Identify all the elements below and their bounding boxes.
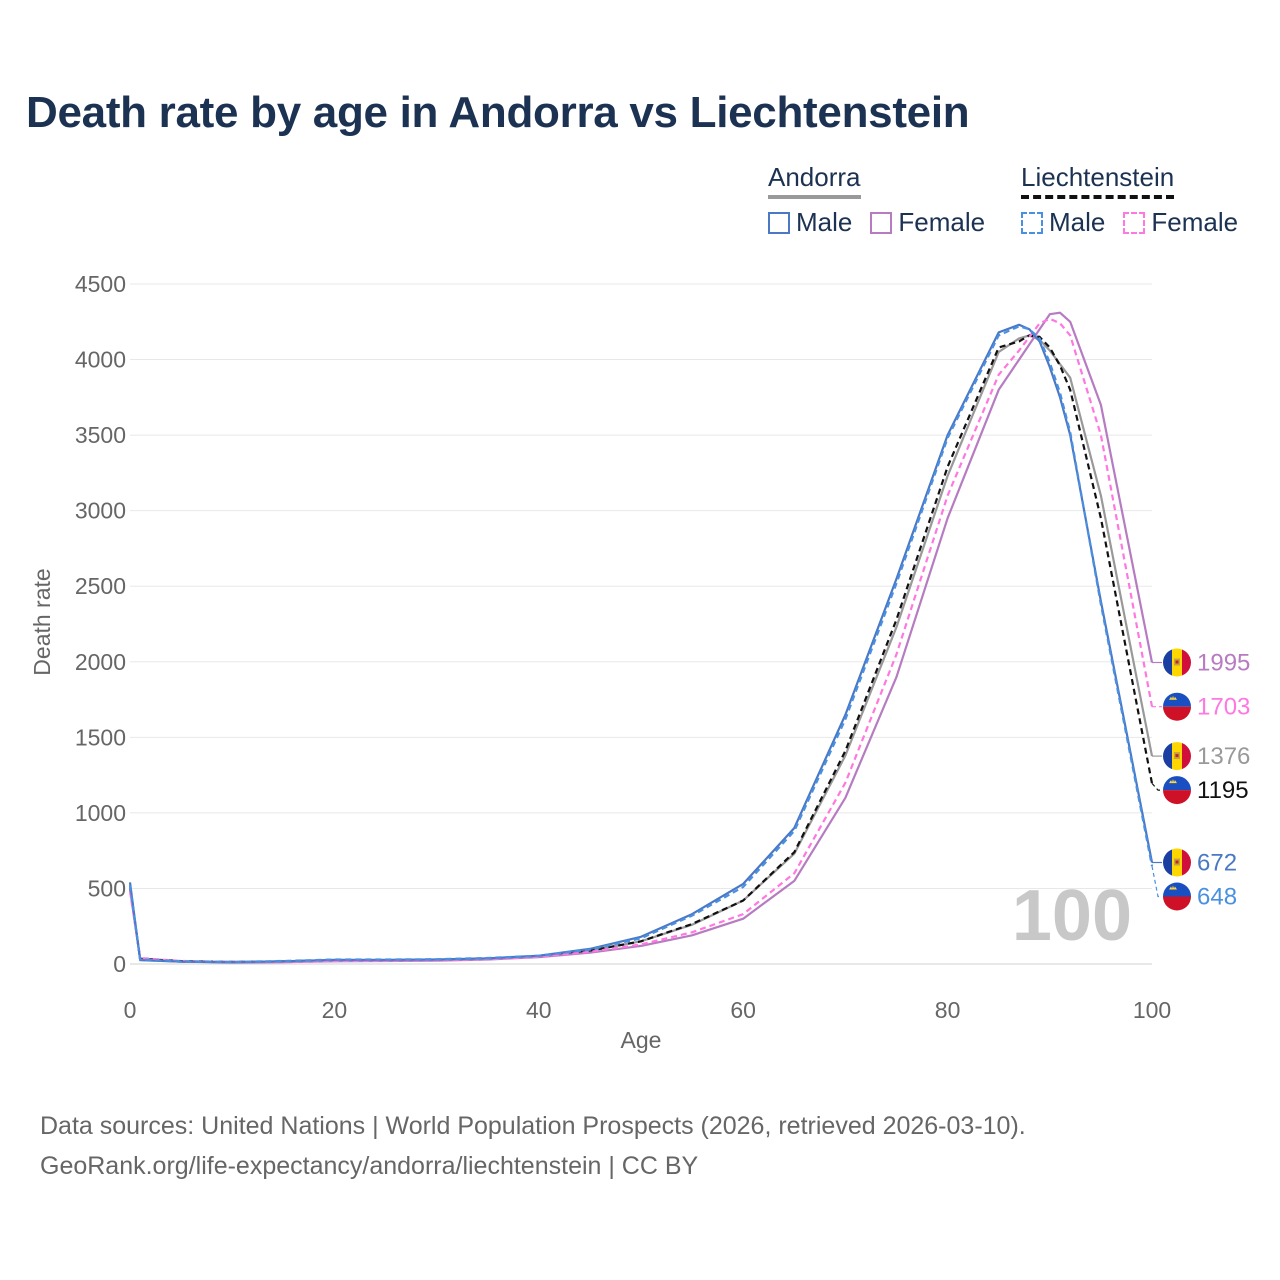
- axes: 0 500 1000 1500 2000 2500 3000 3500 4000 4500 0 20 4…: [75, 271, 1171, 1023]
- y-tick-0: 0: [113, 951, 126, 977]
- line-andorra-male: [128, 323, 1154, 964]
- footer-link[interactable]: GeoRank.org/life-expectancy/andorra/liec…: [40, 1152, 699, 1180]
- end-labels: 1995 1703 1376 1195 672 648: [1151, 648, 1250, 912]
- death-rate-chart: 0 500 1000 1500 2000 2500 3000 3500 4000 4500 0 20 4…: [29, 271, 1250, 1053]
- x-tick-0: 0: [124, 997, 137, 1023]
- legend-andorra: Andorra Male Female: [768, 162, 1003, 238]
- end-label-liechtenstein-female: 1703: [1197, 694, 1250, 721]
- legend-liechtenstein-female[interactable]: Female: [1123, 207, 1238, 238]
- legend-andorra-title: Andorra: [768, 162, 861, 199]
- legend-liechtenstein-male-swatch: [1021, 211, 1043, 234]
- y-tick-500: 500: [88, 875, 126, 901]
- legend-liechtenstein-title: Liechtenstein: [1021, 162, 1175, 199]
- grid: [130, 283, 1152, 965]
- y-tick-2500: 2500: [75, 573, 126, 599]
- year-label: 100: [1012, 876, 1132, 956]
- legend-andorra-female-swatch: [870, 211, 893, 234]
- liechtenstein-flag-icon: [1162, 692, 1192, 722]
- chart-title: Death rate by age in Andorra vs Liechten…: [26, 88, 970, 137]
- legend-liechtenstein-male[interactable]: Male: [1021, 207, 1105, 238]
- y-tick-4000: 4000: [75, 347, 126, 373]
- y-tick-1500: 1500: [75, 724, 126, 750]
- legend-andorra-male[interactable]: Male: [768, 207, 852, 238]
- line-liechtenstein-female: [128, 317, 1154, 964]
- x-tick-100: 100: [1133, 997, 1171, 1023]
- andorra-flag-icon: [1162, 648, 1192, 678]
- x-tick-80: 80: [935, 997, 961, 1023]
- line-andorra-female: [128, 311, 1154, 964]
- end-label-andorra-female: 1995: [1197, 650, 1250, 677]
- end-label-liechtenstein-male: 648: [1197, 884, 1237, 911]
- legend-andorra-female-label: Female: [898, 207, 986, 237]
- y-axis-label: Death rate: [29, 568, 55, 675]
- andorra-flag-icon: [1162, 741, 1192, 771]
- line-andorra-total: [128, 334, 1154, 964]
- footer-sources: Data sources: United Nations | World Pop…: [40, 1112, 1026, 1140]
- x-tick-20: 20: [322, 997, 348, 1023]
- x-tick-40: 40: [526, 997, 552, 1023]
- y-tick-4500: 4500: [75, 271, 126, 297]
- legend-andorra-male-label: Male: [796, 207, 853, 237]
- end-label-liechtenstein-total: 1195: [1197, 777, 1249, 804]
- andorra-flag-icon: [1162, 848, 1192, 878]
- footer: Data sources: United Nations | World Pop…: [40, 1106, 1026, 1186]
- leader-liechtenstein-male: [1151, 865, 1162, 898]
- legend-andorra-male-swatch: [768, 211, 790, 234]
- leader-liechtenstein-total: [1151, 782, 1162, 791]
- legend-liechtenstein-female-label: Female: [1151, 207, 1239, 237]
- line-liechtenstein-male: [128, 325, 1154, 964]
- end-label-andorra-male: 672: [1197, 850, 1237, 877]
- y-tick-3000: 3000: [75, 498, 126, 524]
- legend-andorra-female[interactable]: Female: [870, 207, 985, 238]
- legend-liechtenstein-female-swatch: [1123, 211, 1146, 234]
- y-tick-1000: 1000: [75, 800, 126, 826]
- x-tick-60: 60: [730, 997, 756, 1023]
- liechtenstein-flag-icon: [1162, 775, 1192, 805]
- legend-liechtenstein-male-label: Male: [1049, 207, 1106, 237]
- liechtenstein-flag-icon: [1162, 882, 1192, 912]
- end-label-andorra-total: 1376: [1197, 743, 1250, 770]
- legend-liechtenstein: Liechtenstein Male Female: [1021, 162, 1238, 238]
- y-tick-2000: 2000: [75, 649, 126, 675]
- y-tick-3500: 3500: [75, 422, 126, 448]
- x-axis-label: Age: [621, 1027, 662, 1053]
- line-liechtenstein-total: [128, 334, 1154, 964]
- series-lines: [128, 311, 1154, 964]
